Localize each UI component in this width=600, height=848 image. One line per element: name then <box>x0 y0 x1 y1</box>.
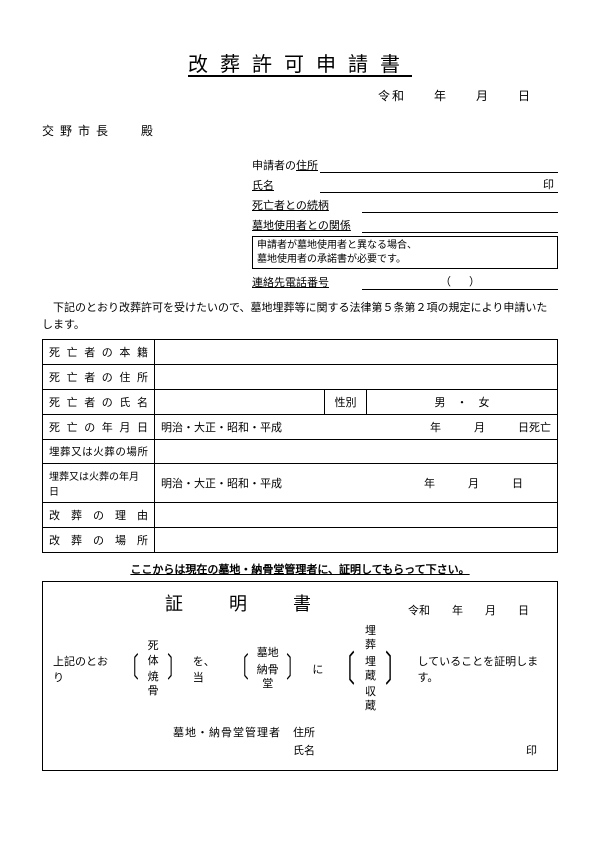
seal-mark: 印 <box>543 176 554 192</box>
name-field[interactable]: 印 <box>320 177 558 193</box>
certificate-box: 証 明 書 令和 年 月 日 上記のとおり 〔 死体 焼骨 〕 を、当 〔 墓地… <box>42 581 558 771</box>
manager-name-field[interactable]: 印 <box>329 742 547 758</box>
row-newplace-field[interactable] <box>155 528 558 553</box>
row-honseki-field[interactable] <box>155 340 558 365</box>
cert-body: 上記のとおり 〔 死体 焼骨 〕 を、当 〔 墓地 納骨堂 〕 に 〔 埋葬 埋… <box>53 624 547 714</box>
manager-addr-label: 住所 <box>293 724 329 740</box>
top-date: 令和 年 月 日 <box>42 87 558 104</box>
applicant-prefix: 申請者の住所 <box>252 157 320 173</box>
addr-field[interactable] <box>320 157 558 173</box>
row-burial-place-field[interactable] <box>155 440 558 464</box>
row-reason-field[interactable] <box>155 503 558 528</box>
bracket-place: 〔 墓地 納骨堂 〕 <box>227 646 308 691</box>
bracket-body: 〔 死体 焼骨 〕 <box>117 639 188 698</box>
cert-lead: 上記のとおり <box>53 653 113 685</box>
row-addr-label: 死亡者の住所 <box>43 365 155 390</box>
tel-field[interactable]: （ ） <box>362 274 558 290</box>
row-name-label: 死亡者の氏名 <box>43 390 155 415</box>
relation-grave-field[interactable] <box>362 217 558 233</box>
addressee: 交野市長 殿 <box>42 122 558 139</box>
divider-instruction: ここからは現在の墓地・納骨堂管理者に、証明してもらって下さい。 <box>42 561 558 577</box>
paren-l: （ <box>440 273 451 289</box>
manager-label: 墓地・納骨堂管理者 <box>173 724 293 740</box>
main-table: 死亡者の本籍 死亡者の住所 死亡者の氏名 性別 男 ・ 女 死亡の年月日 明治・… <box>42 339 558 553</box>
row-burial-date-label: 埋葬又は火葬の年月日 <box>43 464 155 503</box>
relation-grave-label: 墓地使用者との関係 <box>252 217 362 233</box>
manager-name-label: 氏名 <box>293 742 329 758</box>
row-death-date-label: 死亡の年月日 <box>43 415 155 440</box>
row-newplace-label: 改葬の場所 <box>43 528 155 553</box>
note-box: 申請者が墓地使用者と異なる場合、 墓地使用者の承諾書が必要です。 <box>252 236 558 269</box>
row-name-field[interactable] <box>155 390 325 415</box>
applicant-block: 申請者の住所 氏名 印 死亡者との続柄 墓地使用者との関係 申請者が墓地使用者と… <box>252 155 558 290</box>
page-title: 改葬許可申請書 <box>42 48 558 77</box>
sex-options[interactable]: 男 ・ 女 <box>367 390 558 415</box>
sex-label: 性別 <box>325 390 367 415</box>
manager-seal: 印 <box>526 745 537 757</box>
row-honseki-label: 死亡者の本籍 <box>43 340 155 365</box>
cert-mid1: を、当 <box>193 653 223 685</box>
intro-text: 下記のとおり改葬許可を受けたいので、墓地埋葬等に関する法律第５条第２項の規定によ… <box>42 300 558 333</box>
name-label: 氏名 <box>252 177 320 193</box>
tel-label: 連絡先電話番号 <box>252 274 362 290</box>
row-burial-place-label: 埋葬又は火葬の場所 <box>43 440 155 464</box>
cert-mid2: に <box>312 661 323 677</box>
row-burial-date-field[interactable]: 明治・大正・昭和・平成 年 月 日 <box>155 464 558 503</box>
row-death-date-field[interactable]: 明治・大正・昭和・平成 年 月 日死亡 <box>155 415 558 440</box>
cert-tail: していることを証明します。 <box>417 653 547 685</box>
paren-r: ） <box>469 273 480 289</box>
relation-deceased-label: 死亡者との続柄 <box>252 197 362 213</box>
row-addr-field[interactable] <box>155 365 558 390</box>
bracket-method: 〔 埋葬 埋蔵 収蔵 〕 <box>327 624 413 714</box>
relation-deceased-field[interactable] <box>362 197 558 213</box>
manager-block: 墓地・納骨堂管理者 住所 氏名 印 <box>173 724 547 758</box>
row-reason-label: 改葬の理由 <box>43 503 155 528</box>
